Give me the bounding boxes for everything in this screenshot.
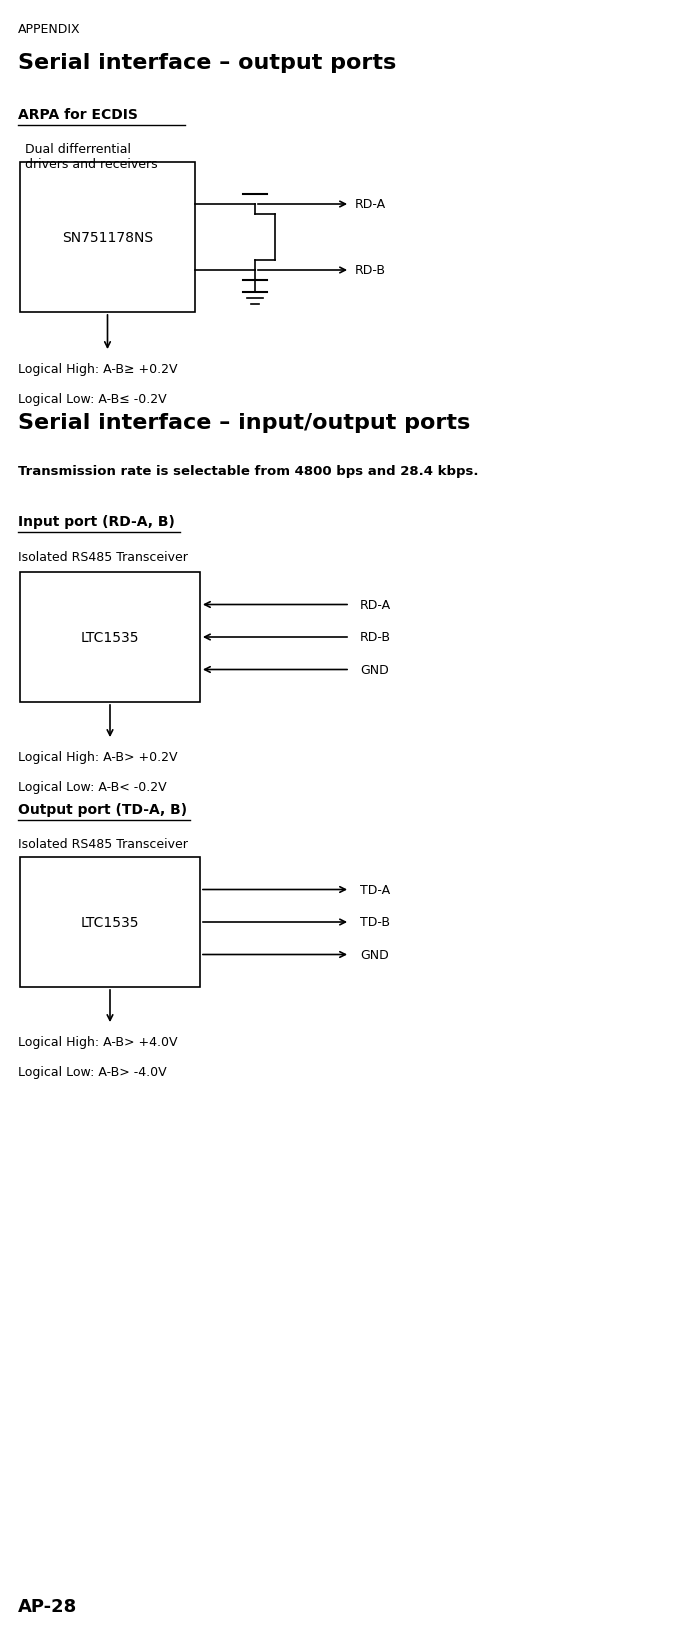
Text: RD-B: RD-B xyxy=(360,632,391,645)
Bar xyxy=(20,857,200,987)
Text: Logical Low: A-B< -0.2V: Logical Low: A-B< -0.2V xyxy=(18,780,167,793)
Text: Dual differrential
drivers and receivers: Dual differrential drivers and receivers xyxy=(25,144,158,171)
Text: Output port (TD-A, B): Output port (TD-A, B) xyxy=(18,803,187,816)
Text: Logical High: A-B> +4.0V: Logical High: A-B> +4.0V xyxy=(18,1035,178,1048)
Text: Isolated RS485 Transceiver: Isolated RS485 Transceiver xyxy=(18,837,188,850)
Text: Transmission rate is selectable from 4800 bps and 28.4 kbps.: Transmission rate is selectable from 480… xyxy=(18,465,478,478)
Text: APPENDIX: APPENDIX xyxy=(18,23,81,36)
Text: RD-A: RD-A xyxy=(360,599,391,612)
Text: TD-B: TD-B xyxy=(360,916,390,929)
Bar xyxy=(20,163,195,313)
Text: Isolated RS485 Transceiver: Isolated RS485 Transceiver xyxy=(18,550,188,563)
Text: TD-A: TD-A xyxy=(360,883,390,896)
Text: ARPA for ECDIS: ARPA for ECDIS xyxy=(18,108,138,122)
Text: AP-28: AP-28 xyxy=(18,1598,78,1616)
Text: Logical High: A-B> +0.2V: Logical High: A-B> +0.2V xyxy=(18,751,178,764)
Text: LTC1535: LTC1535 xyxy=(81,916,139,930)
Text: Logical High: A-B≥ +0.2V: Logical High: A-B≥ +0.2V xyxy=(18,362,178,375)
Text: Input port (RD-A, B): Input port (RD-A, B) xyxy=(18,514,175,529)
Text: Logical Low: A-B≤ -0.2V: Logical Low: A-B≤ -0.2V xyxy=(18,393,167,406)
Text: Serial interface – input/output ports: Serial interface – input/output ports xyxy=(18,413,471,432)
Text: GND: GND xyxy=(360,948,389,961)
Text: Serial interface – output ports: Serial interface – output ports xyxy=(18,52,397,73)
Text: LTC1535: LTC1535 xyxy=(81,630,139,645)
Bar xyxy=(20,573,200,702)
Text: RD-A: RD-A xyxy=(355,199,386,212)
Text: RD-B: RD-B xyxy=(355,264,386,277)
Text: GND: GND xyxy=(360,664,389,677)
Text: SN751178NS: SN751178NS xyxy=(62,230,153,245)
Text: Logical Low: A-B> -4.0V: Logical Low: A-B> -4.0V xyxy=(18,1066,167,1079)
